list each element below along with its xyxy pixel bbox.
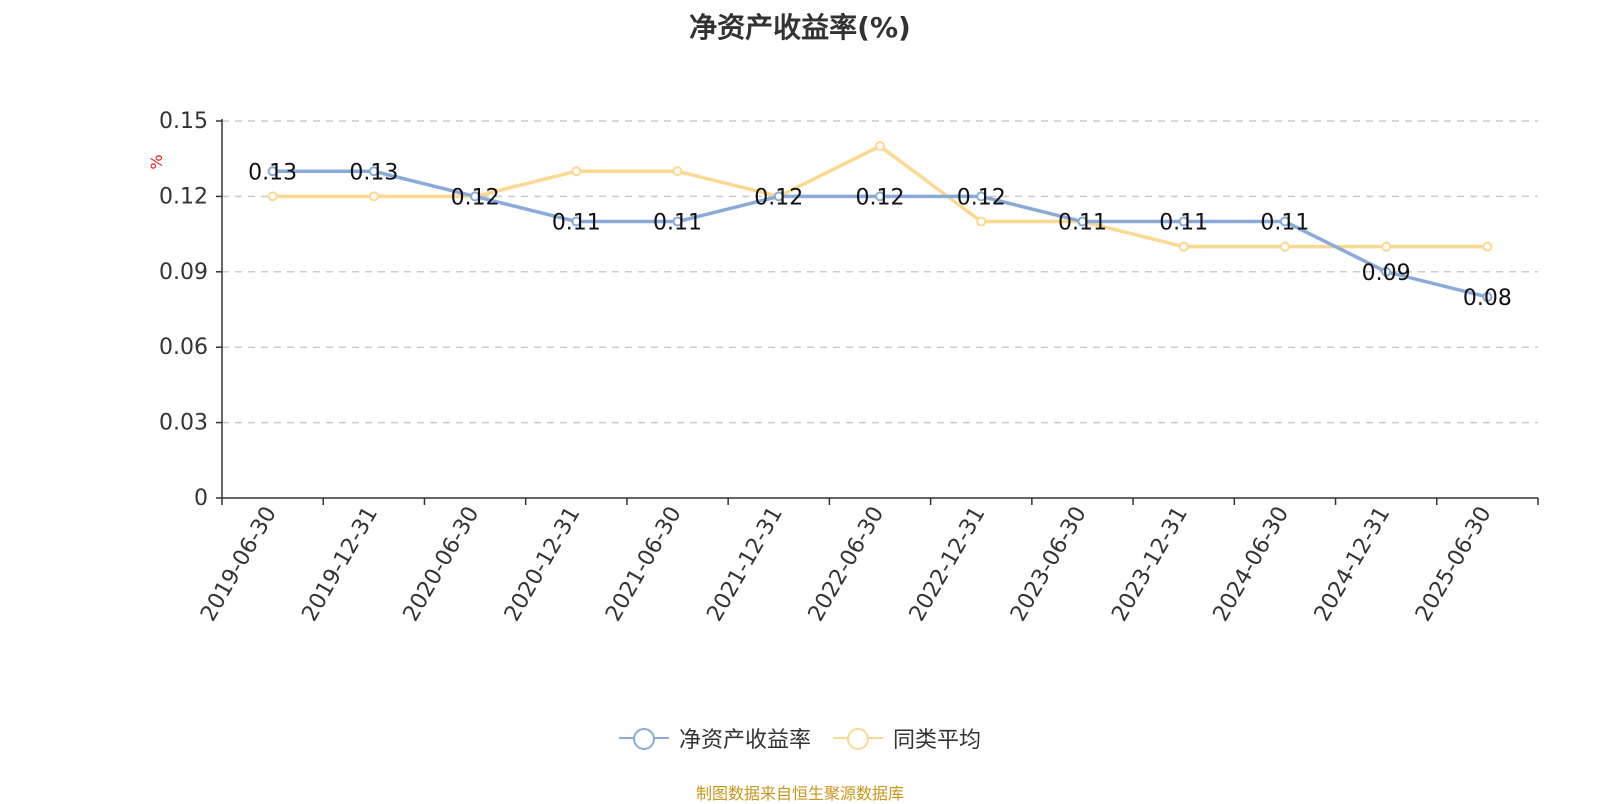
data-point <box>1381 266 1392 277</box>
x-tick-label: 2024-06-30 <box>1209 503 1295 626</box>
data-point <box>672 166 683 177</box>
data-point <box>368 166 379 177</box>
data-point <box>1279 216 1290 227</box>
x-tick-label: 2021-06-30 <box>601 503 687 626</box>
x-tick-label: 2024-12-31 <box>1310 503 1396 626</box>
data-label: 0.11 <box>552 211 601 236</box>
data-point <box>368 191 379 202</box>
data-point <box>1482 241 1493 252</box>
x-tick-label: 2019-12-31 <box>297 503 383 626</box>
data-point <box>976 191 987 202</box>
data-point <box>267 191 278 202</box>
data-point <box>267 166 278 177</box>
x-tick-label: 2020-06-30 <box>399 502 485 625</box>
x-tick-label: 2022-12-31 <box>905 502 991 625</box>
chart-title: 净资产收益率(%) <box>689 11 911 44</box>
y-tick-label: 0 <box>194 486 208 511</box>
x-tick-label: 2023-06-30 <box>1006 503 1092 626</box>
data-label: 0.11 <box>653 211 702 236</box>
legend-label-roe: 净资产收益率 <box>678 728 811 753</box>
data-point <box>1381 241 1392 252</box>
data-point <box>1482 291 1493 302</box>
legend-item-roe[interactable]: 净资产收益率 <box>618 722 811 754</box>
data-label: 0.09 <box>1362 261 1411 286</box>
legend-marker-icon <box>618 728 669 750</box>
data-labels: 0.13 0.13 0.12 0.11 0.11 0.12 0.12 0.12 0.11 0.11… <box>248 160 1512 311</box>
data-label: 0.12 <box>451 185 500 210</box>
data-point <box>571 166 582 177</box>
x-tick-label: 2020-12-31 <box>500 503 586 626</box>
data-label: 0.11 <box>1159 211 1208 236</box>
gridlines <box>222 120 1538 424</box>
data-point <box>1077 216 1088 227</box>
data-label: 0.13 <box>248 160 297 185</box>
data-point <box>470 191 481 202</box>
legend-item-peer-average[interactable]: 同类平均 <box>833 722 981 754</box>
data-point <box>875 141 885 152</box>
x-tick-label: 2021-12-31 <box>702 503 788 626</box>
y-tick-label: 0.06 <box>159 335 208 360</box>
y-tick-label: 0.09 <box>159 260 208 285</box>
x-tick-label: 2019-06-30 <box>196 503 282 626</box>
data-point <box>1178 241 1189 252</box>
y-tick-label: 0.15 <box>159 109 208 134</box>
data-label: 0.12 <box>957 185 1006 210</box>
data-point <box>976 216 987 227</box>
data-label: 0.11 <box>1058 211 1107 236</box>
data-point <box>571 216 582 227</box>
data-point <box>1178 216 1189 227</box>
x-tick-label: 2022-06-30 <box>804 503 890 626</box>
data-label: 0.11 <box>1260 211 1309 236</box>
legend: 净资产收益率 同类平均 <box>0 722 1600 754</box>
data-label: 0.13 <box>349 160 398 185</box>
legend-marker-icon <box>833 728 883 750</box>
legend-label-peer-average: 同类平均 <box>893 728 982 753</box>
source-note: 制图数据来自恒生聚源数据库 <box>695 784 904 803</box>
data-label: 0.08 <box>1463 286 1512 311</box>
x-tick-label: 2025-06-30 <box>1411 503 1497 626</box>
data-point <box>773 191 784 202</box>
data-point <box>875 191 885 202</box>
y-tick-label: 0.12 <box>159 184 208 209</box>
x-tick-label: 2023-12-31 <box>1107 503 1193 626</box>
series <box>267 141 1493 302</box>
data-label: 0.12 <box>754 185 803 210</box>
data-label: 0.12 <box>856 185 905 210</box>
y-axis-label: % <box>147 154 166 169</box>
y-tick-label: 0.03 <box>159 411 208 436</box>
axes: 0 0.03 0.06 0.09 0.12 0.15 2019-06-30 2019-12-3… <box>159 109 1539 626</box>
data-point <box>1279 241 1290 252</box>
data-point <box>672 216 683 227</box>
